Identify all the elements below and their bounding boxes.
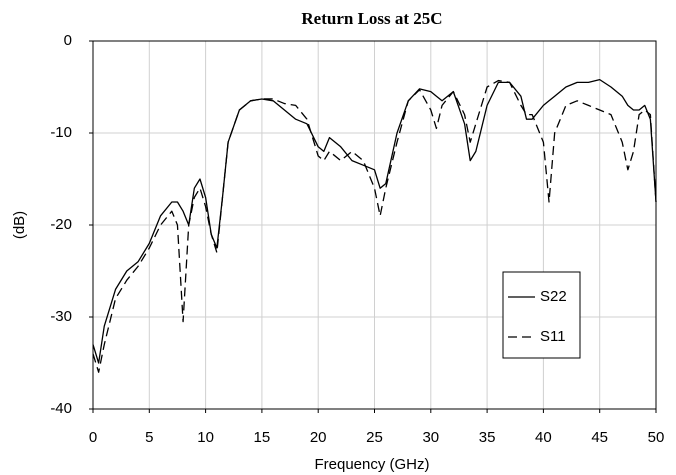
x-tick-label: 50 <box>648 429 665 446</box>
chart-title: Return Loss at 25C <box>301 9 442 28</box>
x-tick-label: 30 <box>422 429 439 446</box>
x-tick-label: 40 <box>535 429 552 446</box>
legend-box <box>502 271 581 359</box>
y-axis-label: (dB) <box>11 211 28 239</box>
legend-label: S11 <box>540 328 566 345</box>
y-tick-label: -20 <box>50 216 72 233</box>
x-tick-label: 0 <box>89 429 97 446</box>
y-tick-label: 0 <box>64 32 72 49</box>
x-tick-label: 25 <box>366 429 383 446</box>
y-tick-label: -10 <box>50 124 72 141</box>
x-tick-label: 15 <box>254 429 271 446</box>
plot-frame <box>92 40 657 410</box>
x-tick-label: 5 <box>145 429 153 446</box>
series-line <box>92 78 657 364</box>
x-tick-label: 35 <box>479 429 496 446</box>
legend-label: S22 <box>540 288 567 305</box>
y-tick-label: -40 <box>50 400 72 417</box>
x-axis-label: Frequency (GHz) <box>314 456 429 473</box>
x-tick-label: 20 <box>310 429 327 446</box>
x-tick-label: 45 <box>591 429 608 446</box>
y-tick-label: -30 <box>50 308 72 325</box>
x-tick-label: 10 <box>197 429 214 446</box>
